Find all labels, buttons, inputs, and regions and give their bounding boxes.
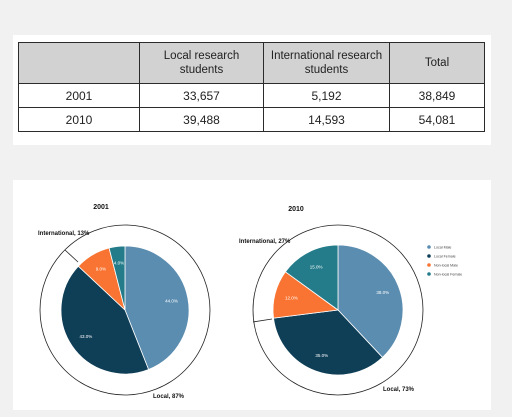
pie-slice-local-male [124, 245, 190, 371]
legend-swatch [427, 263, 431, 267]
row-international: 5,192 [263, 83, 390, 108]
chart-title-2010: 2010 [288, 206, 304, 213]
callout-local: Local, 73% [383, 387, 415, 393]
pie-chart-2010: 2010 38.0% 35.0% 12.0% 15.0% International,… [239, 206, 424, 396]
legend-swatch [427, 245, 431, 249]
ring-divider [64, 249, 79, 263]
table-header-row: Local research students International re… [18, 42, 485, 84]
pie-slice-non-local-female [284, 244, 339, 311]
legend-label: Non-local Male [434, 263, 458, 267]
slice-value-label: 43.0% [79, 334, 92, 339]
pie-charts: 2001 44.0% 43.0% 9.0% 4.0% International, 1… [38, 204, 462, 400]
callout-local: Local, 87% [153, 394, 185, 400]
row-total: 38,849 [389, 83, 485, 108]
legend: Local Male Local Female Non-local Male Non-… [427, 245, 462, 276]
legend-label: Non-local Female [434, 272, 462, 276]
legend-swatch [427, 254, 431, 258]
slice-value-label: 38.0% [376, 290, 389, 295]
slice-value-label: 9.0% [96, 267, 106, 272]
chart-title-2001: 2001 [93, 204, 109, 211]
callout-international: International, 27% [239, 239, 291, 245]
row-local: 33,657 [139, 83, 264, 108]
table-row: 2010 39,488 14,593 54,081 [18, 107, 485, 132]
header-total: Total [389, 42, 485, 84]
row-local: 39,488 [139, 107, 264, 132]
row-total: 54,081 [389, 107, 485, 132]
students-table: Local research students International re… [18, 42, 485, 132]
pie-chart-2001: 2001 44.0% 43.0% 9.0% 4.0% International, 1… [38, 204, 211, 400]
row-international: 14,593 [263, 107, 390, 132]
pie-slice-local-male [337, 244, 404, 358]
pie-slice-non-local-female [108, 245, 126, 311]
legend-label: Local Male [434, 245, 451, 249]
slice-value-label: 35.0% [315, 353, 328, 358]
slice-value-label: 15.0% [310, 265, 323, 270]
legend-swatch [427, 272, 431, 276]
slice-value-label: 12.0% [285, 296, 298, 301]
row-year: 2001 [18, 83, 140, 108]
table-card: Local research students International re… [13, 35, 491, 145]
chart-card: 2001 44.0% 43.0% 9.0% 4.0% International, 1… [13, 180, 491, 410]
ring-divider [252, 318, 273, 323]
pie-slice-local-female [273, 309, 384, 376]
callout-international: International, 13% [38, 231, 90, 237]
pie-slice-local-female [60, 265, 150, 375]
slice-value-label: 44.0% [165, 299, 178, 304]
header-blank [18, 42, 140, 84]
header-local: Local research students [139, 42, 264, 84]
legend-label: Local Female [434, 254, 456, 258]
slice-value-label: 4.0% [114, 261, 124, 266]
header-international: International research students [263, 42, 390, 84]
row-year: 2010 [18, 107, 140, 132]
table-row: 2001 33,657 5,192 38,849 [18, 83, 485, 108]
